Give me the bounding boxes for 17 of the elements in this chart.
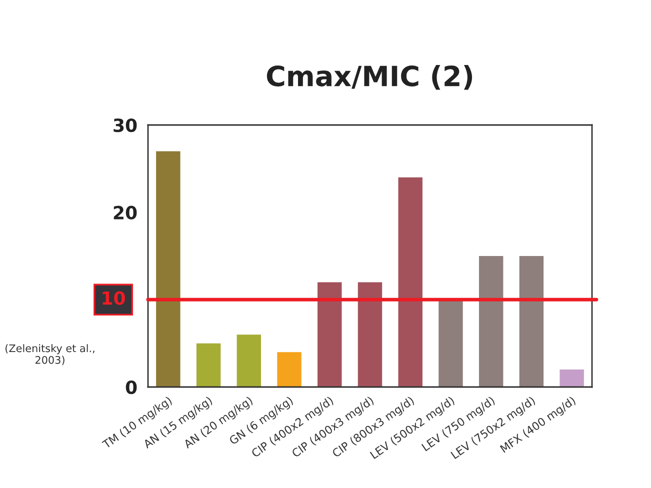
chart-title: Cmax/MIC (2) [266,65,472,90]
bar [318,282,342,387]
bar [236,334,262,387]
bar [519,256,544,387]
y-tick-label: 30 [114,118,137,132]
bar [438,300,463,387]
ref-line-label: 10 [102,291,125,305]
y-tick-label: 20 [114,206,137,220]
bar [277,352,302,387]
text: (Zelenitsky et al., 2003) [6,344,94,366]
bar [196,343,221,387]
bar [358,282,382,387]
bar [560,370,584,387]
bar [398,177,422,387]
y-tick-label: 0 [126,380,137,394]
bar [478,256,504,387]
bar [156,151,180,387]
